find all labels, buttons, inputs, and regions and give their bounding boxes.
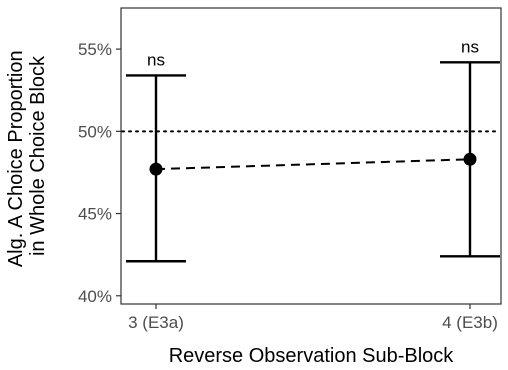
connector-line	[155, 158, 471, 171]
x-axis-title: Reverse Observation Sub-Block	[169, 345, 455, 367]
y-tick-label: 45%	[78, 205, 112, 224]
y-tick-label: 55%	[78, 40, 112, 59]
significance-label: ns	[461, 37, 479, 56]
x-tick-label: 3 (E3a)	[128, 313, 184, 332]
x-axis: 3 (E3a) 4 (E3b)	[128, 304, 498, 332]
y-axis-title-line-2: in Whole Choice Block	[27, 55, 49, 256]
y-axis-title: Alg. A Choice Proportion in Whole Choice…	[5, 45, 49, 267]
y-axis: 40% 45% 50% 55%	[78, 40, 121, 306]
x-tick-label: 4 (E3b)	[442, 313, 498, 332]
error-bar-group: ns	[440, 37, 500, 258]
significance-label: ns	[147, 50, 165, 69]
y-tick-label: 40%	[78, 287, 112, 306]
y-axis-title-line-1: Alg. A Choice Proportion	[5, 50, 27, 267]
plot-panel	[120, 7, 502, 305]
mean-point	[463, 152, 477, 166]
error-bars: ns ns	[126, 37, 500, 263]
error-bar-group: ns	[126, 50, 186, 263]
mean-point	[149, 162, 163, 176]
y-tick-label: 50%	[78, 122, 112, 141]
